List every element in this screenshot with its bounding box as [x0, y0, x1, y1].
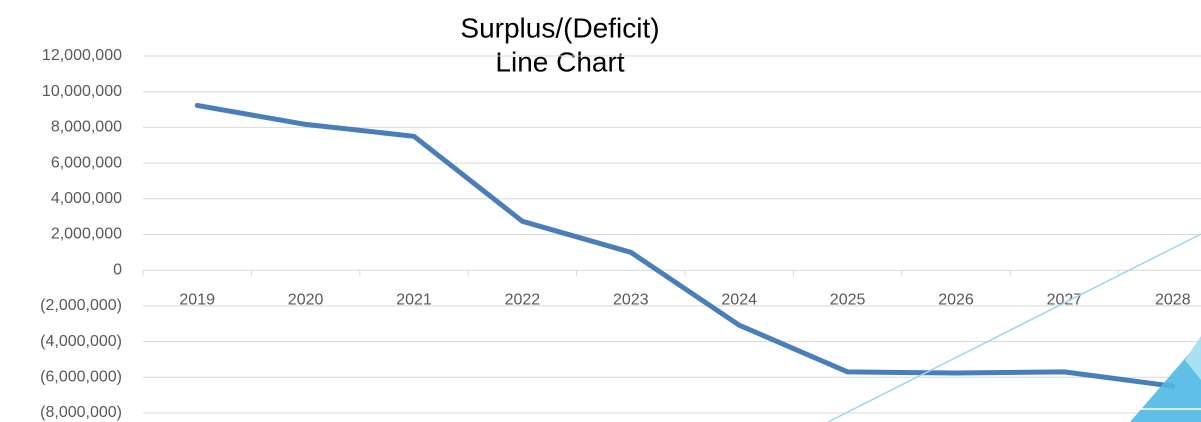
y-tick-label: 2,000,000: [51, 226, 122, 243]
y-tick-label: (2,000,000): [40, 297, 122, 314]
y-tick-label: 4,000,000: [51, 190, 122, 207]
chart: Surplus/(Deficit) Line Chart (8,000,000)…: [0, 0, 1201, 422]
y-tick-label: (6,000,000): [40, 369, 122, 386]
data-line: [197, 105, 1173, 386]
x-tick-label: 2019: [179, 291, 215, 308]
y-tick-label: 0: [113, 261, 122, 278]
x-tick-label: 2024: [721, 291, 757, 308]
x-tick-label: 2028: [1155, 291, 1191, 308]
x-tick-label: 2027: [1047, 291, 1083, 308]
y-tick-label: (4,000,000): [40, 333, 122, 350]
y-tick-label: 6,000,000: [51, 154, 122, 171]
chart-title: Surplus/(Deficit): [460, 12, 659, 43]
decoration-line: [828, 234, 1201, 422]
x-tick-label: 2026: [938, 291, 974, 308]
chart-title: Line Chart: [495, 46, 624, 77]
x-tick-label: 2025: [830, 291, 866, 308]
y-tick-label: 8,000,000: [51, 119, 122, 136]
x-tick-label: 2022: [505, 291, 541, 308]
x-tick-label: 2021: [396, 291, 432, 308]
x-tick-label: 2020: [288, 291, 324, 308]
plot-area: (8,000,000) (6,000,000) (4,000,000) (2,000,…: [40, 47, 1201, 421]
y-tick-label: 12,000,000: [42, 47, 122, 64]
x-tick-label: 2023: [613, 291, 649, 308]
y-tick-label: 10,000,000: [42, 83, 122, 100]
y-tick-label: (8,000,000): [40, 404, 122, 421]
